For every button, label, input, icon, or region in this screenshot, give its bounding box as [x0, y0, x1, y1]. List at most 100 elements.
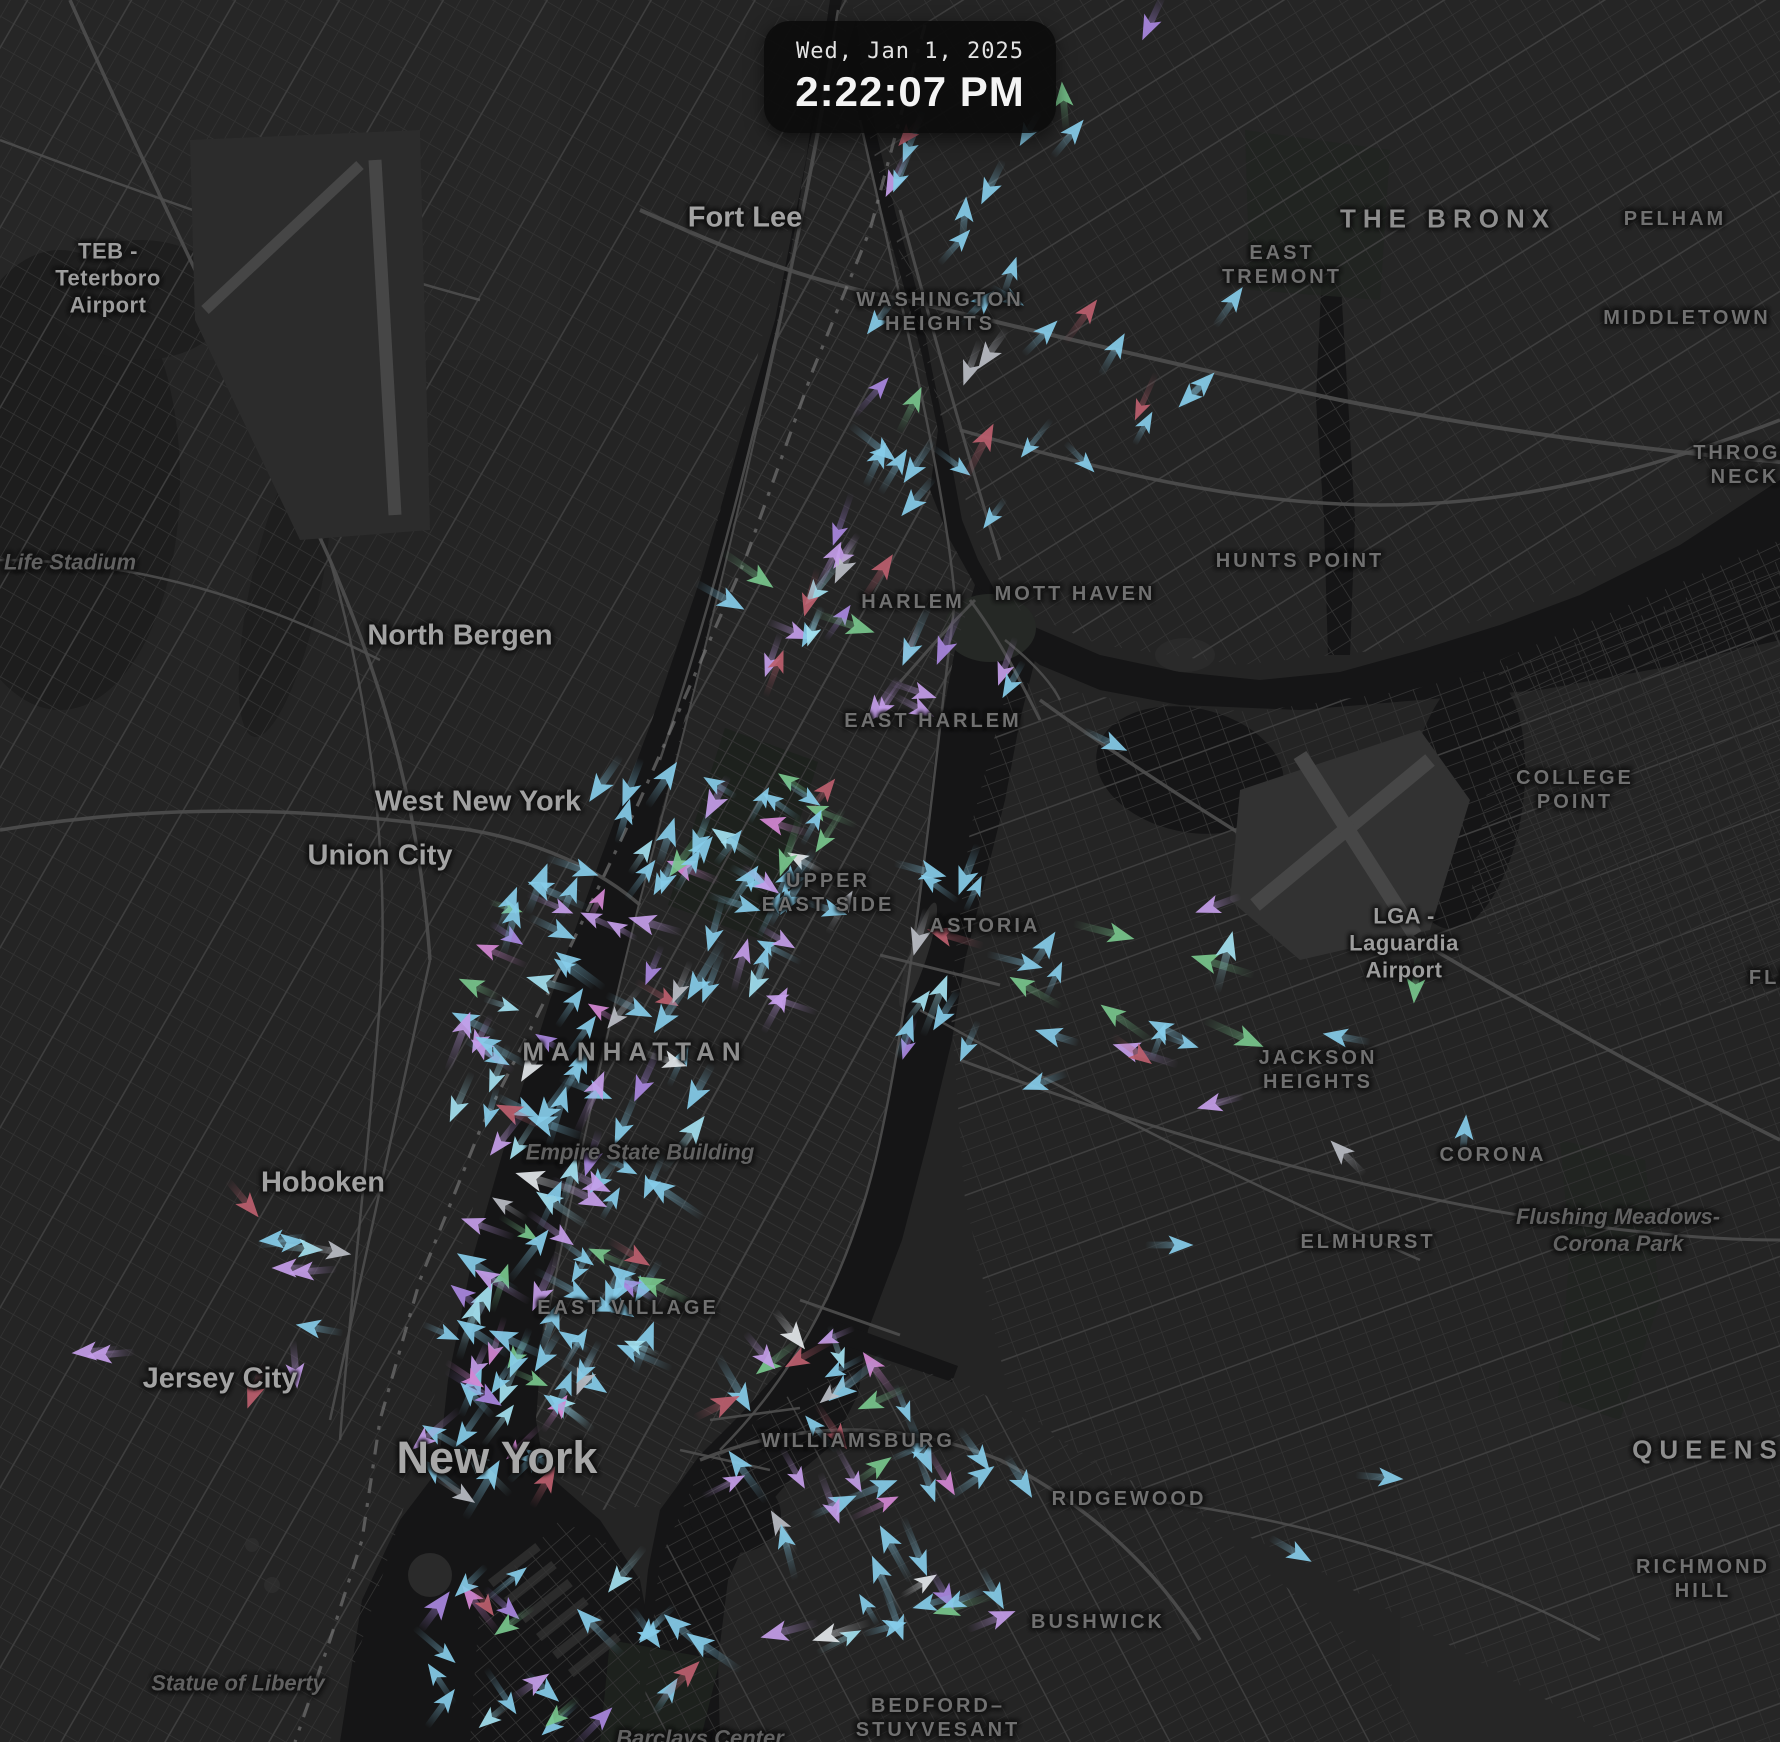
vehicle-arrow[interactable]: [633, 1267, 704, 1316]
vehicle-arrow[interactable]: [720, 1445, 774, 1509]
vehicle-arrow[interactable]: [1059, 437, 1100, 478]
vehicle-arrow[interactable]: [964, 1602, 1020, 1639]
vehicle-arrow[interactable]: [470, 1028, 532, 1074]
vehicle-arrow[interactable]: [757, 647, 791, 700]
vehicle-arrow[interactable]: [1045, 114, 1091, 163]
vehicle-arrow[interactable]: [438, 1008, 479, 1075]
vehicle-arrow[interactable]: [958, 873, 988, 915]
vehicle-arrow[interactable]: [594, 1183, 627, 1224]
vehicle-arrow[interactable]: [1005, 969, 1066, 1015]
vehicle-arrow[interactable]: [568, 1337, 607, 1388]
vehicle-arrow[interactable]: [529, 1298, 570, 1361]
vehicle-arrow[interactable]: [621, 1334, 663, 1362]
vehicle-arrow[interactable]: [455, 970, 503, 1006]
vehicle-arrow[interactable]: [639, 756, 686, 812]
vehicle-arrow[interactable]: [1107, 1028, 1157, 1071]
vehicle-arrow[interactable]: [637, 942, 669, 988]
vehicle-arrow[interactable]: [294, 1315, 345, 1342]
vehicle-arrow[interactable]: [925, 985, 966, 1035]
vehicle-arrow[interactable]: [1015, 414, 1058, 462]
vehicle-arrow[interactable]: [815, 1366, 862, 1409]
vehicle-arrow[interactable]: [549, 952, 599, 995]
vehicle-arrow[interactable]: [742, 783, 775, 826]
vehicle-arrow[interactable]: [632, 1599, 681, 1647]
vehicle-arrow[interactable]: [600, 1150, 641, 1181]
vehicle-arrow[interactable]: [1265, 1529, 1317, 1570]
vehicle-arrow[interactable]: [637, 1043, 690, 1075]
vehicle-arrow[interactable]: [914, 972, 957, 1040]
vehicle-arrow[interactable]: [603, 1257, 664, 1311]
vehicle-arrow[interactable]: [555, 1324, 594, 1374]
vehicle-arrow[interactable]: [455, 1580, 506, 1639]
vehicle-arrow[interactable]: [758, 787, 805, 826]
vehicle-arrow[interactable]: [539, 1691, 584, 1733]
vehicle-arrow[interactable]: [539, 1387, 594, 1432]
vehicle-arrow[interactable]: [1324, 1134, 1372, 1182]
vehicle-arrow[interactable]: [550, 983, 591, 1031]
vehicle-arrow[interactable]: [619, 855, 662, 905]
vehicle-arrow[interactable]: [871, 1520, 920, 1587]
vehicle-arrow[interactable]: [525, 908, 580, 948]
vehicle-arrow[interactable]: [1032, 1020, 1082, 1053]
vehicle-arrow[interactable]: [484, 1321, 553, 1368]
vehicle-arrow[interactable]: [924, 920, 986, 956]
vehicle-arrow[interactable]: [952, 1017, 986, 1065]
vehicle-arrow[interactable]: [440, 1362, 507, 1414]
vehicle-arrow[interactable]: [809, 602, 877, 642]
vehicle-arrow[interactable]: [1017, 314, 1065, 362]
vehicle-arrow[interactable]: [706, 821, 767, 871]
vehicle-arrow[interactable]: [567, 1701, 619, 1742]
vehicle-arrow[interactable]: [570, 1602, 630, 1663]
vehicle-arrow[interactable]: [699, 1468, 749, 1504]
vehicle-arrow[interactable]: [1057, 294, 1105, 349]
vehicle-arrow[interactable]: [699, 893, 733, 954]
vehicle-arrow[interactable]: [506, 1362, 551, 1393]
vehicle-arrow[interactable]: [997, 1450, 1041, 1503]
vehicle-arrow[interactable]: [657, 1606, 719, 1663]
vehicle-arrow[interactable]: [668, 845, 708, 896]
vehicle-arrow[interactable]: [916, 868, 963, 908]
vehicle-arrow[interactable]: [949, 840, 988, 899]
vehicle-arrow[interactable]: [480, 1561, 531, 1607]
vehicle-arrow[interactable]: [522, 1247, 568, 1315]
vehicle-arrow[interactable]: [972, 156, 1012, 209]
vehicle-arrow[interactable]: [488, 1191, 531, 1226]
vehicle-arrow[interactable]: [506, 1665, 555, 1707]
vehicle-arrow[interactable]: [890, 688, 939, 725]
vehicle-arrow[interactable]: [793, 890, 850, 923]
vehicle-arrow[interactable]: [822, 1347, 891, 1409]
vehicle-arrow[interactable]: [483, 1103, 534, 1161]
vehicle-arrow[interactable]: [1199, 1010, 1269, 1057]
vehicle-arrow[interactable]: [608, 796, 639, 846]
vehicle-arrow[interactable]: [909, 1449, 943, 1505]
vehicle-arrow[interactable]: [523, 967, 578, 1001]
vehicle-arrow[interactable]: [897, 1567, 941, 1603]
vehicle-arrow[interactable]: [1192, 887, 1244, 921]
vehicle-arrow[interactable]: [561, 1043, 597, 1092]
vehicle-arrow[interactable]: [1354, 1465, 1404, 1488]
vehicle-arrow[interactable]: [1095, 997, 1158, 1050]
vehicle-arrow[interactable]: [1162, 1029, 1201, 1054]
vehicle-arrow[interactable]: [473, 937, 531, 974]
vehicle-arrow[interactable]: [412, 1585, 459, 1637]
vehicle-arrow[interactable]: [891, 853, 949, 886]
vehicle-arrow[interactable]: [951, 1422, 998, 1476]
vehicle-arrow[interactable]: [567, 1067, 614, 1137]
vehicle-arrow[interactable]: [451, 1311, 516, 1365]
vehicle-arrow[interactable]: [1052, 81, 1075, 131]
vehicle-arrow[interactable]: [825, 490, 860, 549]
vehicle-arrow[interactable]: [603, 1232, 655, 1274]
vehicle-arrow[interactable]: [601, 980, 649, 1034]
vehicle-arrow[interactable]: [575, 1127, 609, 1180]
vehicle-arrow[interactable]: [288, 1259, 338, 1282]
vehicle-arrow[interactable]: [954, 284, 1002, 332]
vehicle-arrow[interactable]: [725, 936, 757, 994]
vehicle-arrow[interactable]: [995, 657, 1032, 703]
vehicle-arrow[interactable]: [860, 291, 903, 340]
vehicle-arrow[interactable]: [1019, 1064, 1071, 1098]
vehicle-arrow[interactable]: [1020, 926, 1064, 978]
vehicle-arrow[interactable]: [872, 444, 915, 499]
vehicle-arrow[interactable]: [495, 1210, 542, 1247]
vehicle-arrow[interactable]: [477, 1400, 521, 1451]
vehicle-arrow[interactable]: [751, 889, 787, 942]
